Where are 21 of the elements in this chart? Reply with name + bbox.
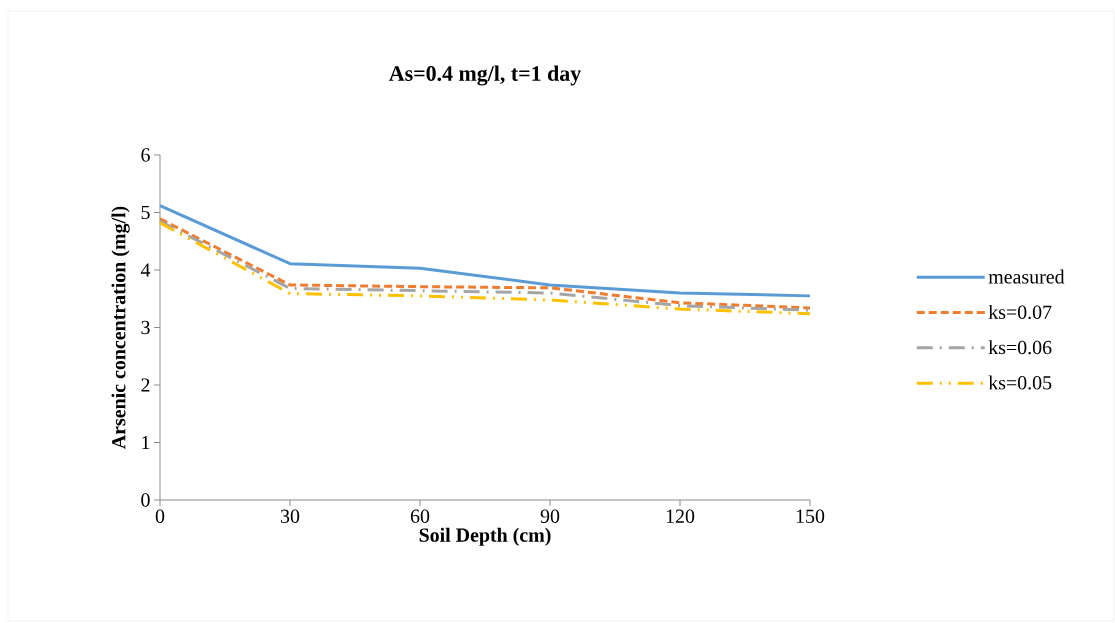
y-tick-label: 3: [141, 320, 150, 335]
y-tick-label: 1: [142, 435, 150, 450]
y-tick-label: 6: [141, 148, 150, 162]
y-tick-label: 5: [141, 205, 150, 220]
y-tick-label: 0: [141, 493, 150, 507]
legend-label: ks=0.07: [988, 304, 1052, 319]
legend-label: ks=0.05: [988, 375, 1052, 390]
legend-label: measured: [988, 269, 1065, 284]
x-tick-label: 150: [796, 509, 825, 523]
legend-label: ks=0.06: [988, 340, 1052, 355]
y-axis-title: Arsenic concentration (mg/l): [111, 206, 130, 450]
y-tick-label: 2: [141, 378, 150, 392]
line-series: [158, 204, 812, 298]
chart-title: As=0.4 mg/l, t=1 day: [389, 65, 581, 86]
x-tick-label: 120: [666, 509, 695, 523]
y-tick-label: 4: [140, 263, 151, 277]
x-axis-title: Soil Depth (cm): [419, 527, 551, 546]
x-tick-label: 30: [280, 509, 300, 523]
x-tick-label: 0: [155, 509, 165, 523]
x-tick-label: 60: [410, 509, 430, 523]
x-tick-label: 90: [540, 509, 560, 523]
